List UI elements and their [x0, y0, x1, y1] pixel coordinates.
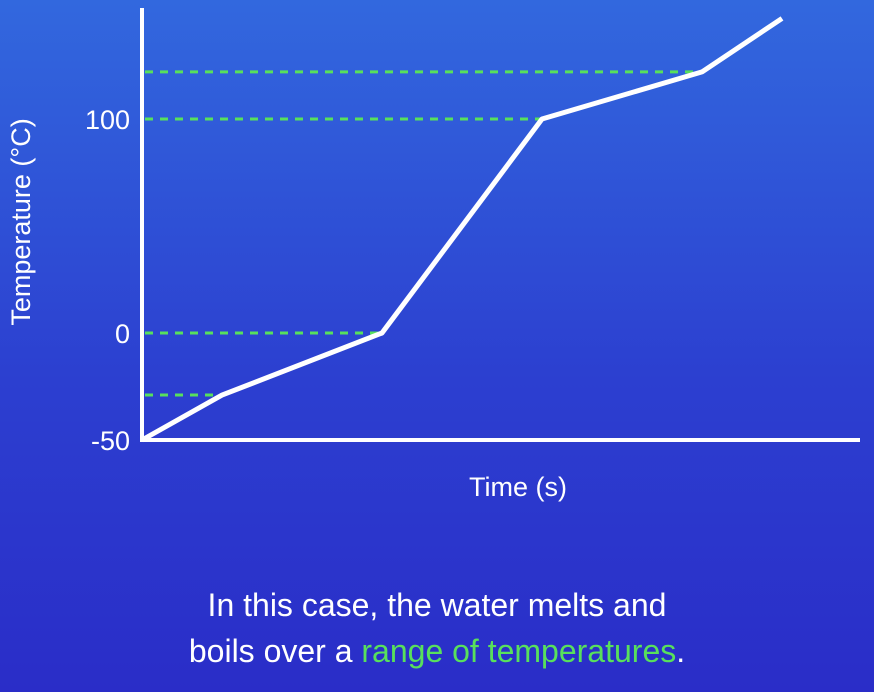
temperature-line	[140, 16, 784, 443]
y-tick-label: -50	[91, 426, 130, 456]
reference-lines	[145, 70, 702, 397]
caption-line-2-prefix: boils over a	[188, 633, 362, 669]
caption: In this case, the water melts and boils …	[0, 582, 874, 674]
caption-line-1: In this case, the water melts and	[207, 587, 667, 623]
y-tick-label: 100	[85, 105, 130, 135]
caption-highlight: range of temperatures	[361, 633, 677, 669]
caption-line-2-suffix: .	[676, 633, 686, 669]
temperature-time-chart: -50 0 100 Time (s) Temperature (°C)	[6, 16, 784, 502]
caption-line-2: boils over a range of temperatures.	[0, 628, 874, 674]
y-tick-label: 0	[115, 319, 130, 349]
y-tick-labels: -50 0 100	[85, 105, 130, 456]
y-axis-label: Temperature (°C)	[6, 118, 36, 325]
x-axis-label: Time (s)	[469, 472, 567, 502]
